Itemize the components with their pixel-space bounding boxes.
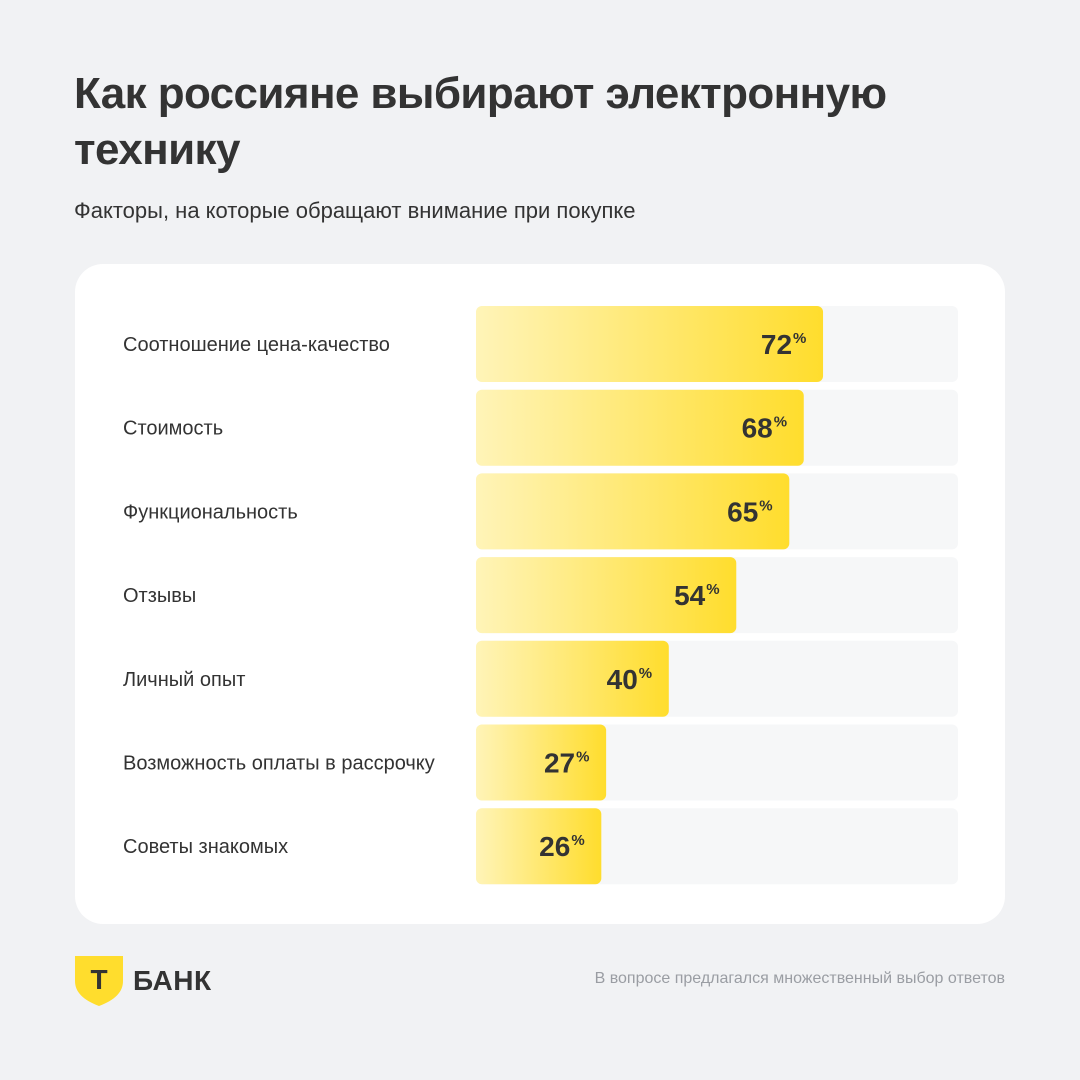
page-subtitle: Факторы, на которые обращают внимание пр… [74, 198, 636, 223]
category-label: Отзывы [123, 585, 196, 607]
chart-card: Соотношение цена-качество 72% Стоимость 68%… [75, 264, 1005, 924]
bar-chart: Соотношение цена-качество 72 % Стоимость 68%… [123, 306, 958, 885]
logo-letter: Т [90, 964, 107, 995]
value-label: 27 [544, 748, 575, 779]
value-label: 40 [607, 664, 638, 695]
bar-row: Советы знакомых 26% [123, 808, 958, 885]
value-label: 54 [674, 580, 706, 611]
category-label: Личный опыт [123, 669, 245, 691]
bar [476, 640, 669, 717]
bar [476, 724, 607, 801]
bar-row: Соотношение цена-качество 72% [123, 306, 958, 382]
value-label: 26 [539, 831, 570, 862]
value-unit: % [759, 497, 772, 514]
bar [476, 808, 602, 885]
value-label: 72 [761, 329, 792, 360]
bar [476, 306, 824, 382]
category-label: Стоимость [123, 418, 223, 440]
value-unit: % [639, 665, 652, 682]
bar [476, 389, 804, 466]
bar-row: Личный опыт 40% [123, 640, 958, 717]
value-label: 65 [727, 496, 758, 527]
bar-row: Отзывы 54% [123, 557, 958, 634]
category-label: Функциональность [123, 501, 298, 523]
t-shield-icon: Т [75, 956, 123, 1006]
category-label: Возможность оплаты в рассрочку [123, 753, 435, 775]
value-unit: % [576, 749, 589, 766]
value-unit: % [793, 330, 806, 347]
brand-name: БАНК [133, 965, 212, 996]
category-label: Соотношение цена-качество [123, 334, 390, 356]
bar-row: Возможность оплаты в рассрочку 27% [123, 724, 958, 801]
bar [476, 557, 737, 634]
value-unit: % [571, 832, 584, 849]
footnote: В вопросе предлагался множественный выбо… [594, 970, 1005, 987]
value-label: 68 [742, 413, 773, 444]
bar [476, 473, 790, 550]
bar-row: Функциональность 65% [123, 473, 958, 550]
category-label: Советы знакомых [123, 836, 288, 858]
brand-logo: Т БАНК [75, 955, 212, 1007]
value-unit: % [774, 414, 787, 431]
bar-row: Стоимость 68% [123, 389, 958, 466]
page-title: Как россияне выбирают электронную техник… [74, 69, 887, 174]
value-unit: % [706, 581, 719, 598]
